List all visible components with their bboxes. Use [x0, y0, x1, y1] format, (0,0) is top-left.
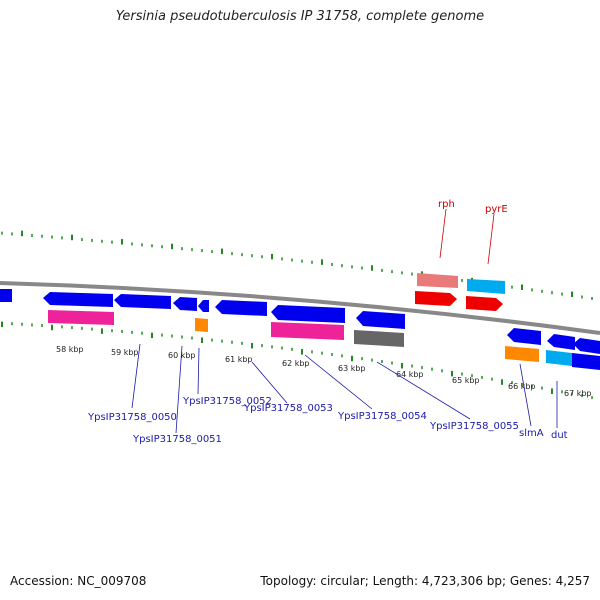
leader-lines-red [439, 208, 495, 265]
gene-label[interactable]: dut [551, 430, 568, 441]
feature-grey-0055[interactable] [354, 330, 404, 347]
gene-label[interactable]: YpsIP31758_0052 [182, 396, 272, 407]
feature-pink-0050[interactable] [48, 310, 114, 325]
feature-cds-0051[interactable] [114, 294, 171, 309]
feature-cds-0054[interactable] [271, 305, 345, 323]
scale-label: 64 kbp [396, 370, 424, 379]
gene-label[interactable]: YpsIP31758_0053 [243, 403, 333, 414]
feature-cds-slma[interactable] [507, 328, 541, 345]
feature-orange-0052[interactable] [195, 318, 208, 332]
feature-rph-cds[interactable] [415, 291, 457, 306]
feature-cds-0050[interactable] [43, 292, 113, 307]
scale-label: 67 kbp [564, 389, 592, 398]
feature-pyre-cyan[interactable] [467, 279, 505, 294]
gene-label[interactable]: slmA [519, 428, 544, 439]
feature-cds-0053[interactable] [215, 300, 267, 316]
scale-label: 62 kbp [282, 359, 310, 368]
feature-orange-slma[interactable] [505, 346, 539, 362]
feature-rph-rna[interactable] [417, 273, 458, 288]
gene-label[interactable]: pyrE [485, 204, 508, 215]
genome-summary: Topology: circular; Length: 4,723,306 bp… [260, 574, 590, 588]
gene-label[interactable]: YpsIP31758_0054 [337, 411, 427, 422]
feature-cds-edge2[interactable] [572, 353, 600, 370]
feature-cds-edge[interactable] [573, 338, 600, 354]
map-title: Yersinia pseudotuberculosis IP 31758, co… [115, 9, 485, 24]
scale-label: 61 kbp [225, 355, 253, 364]
feature-cds-0052b[interactable] [198, 300, 209, 312]
inner-tick-track [1, 321, 593, 400]
gene-labels: YpsIP31758_0050 YpsIP31758_0051 YpsIP31758… [87, 199, 568, 445]
scale-label: 66 kbp [508, 382, 536, 391]
scale-label: 59 kbp [111, 348, 139, 357]
outer-tick-track [1, 230, 593, 300]
scale-label: 58 kbp [56, 345, 84, 354]
leader-lines [131, 343, 558, 434]
accession-text: Accession: NC_009708 [10, 574, 147, 588]
feature-pyre-cds[interactable] [466, 296, 503, 311]
feature-cds-0049[interactable] [0, 289, 12, 302]
scale-label: 65 kbp [452, 376, 480, 385]
genome-backbone [0, 281, 600, 335]
gene-label[interactable]: YpsIP31758_0055 [429, 421, 519, 432]
feature-cyan-dut[interactable] [546, 350, 572, 366]
feature-pink-0054[interactable] [271, 322, 344, 340]
scale-labels: 58 kbp 59 kbp 60 kbp 61 kbp 62 kbp 63 kbp 64 k… [56, 345, 592, 398]
gene-label[interactable]: YpsIP31758_0051 [132, 434, 222, 445]
gene-label[interactable]: YpsIP31758_0050 [87, 412, 177, 423]
feature-cds-0052a[interactable] [173, 297, 197, 311]
gene-label[interactable]: rph [438, 199, 455, 210]
feature-cds-dut[interactable] [547, 334, 575, 350]
scale-label: 63 kbp [338, 364, 366, 373]
feature-cds-0055[interactable] [356, 311, 405, 329]
scale-label: 60 kbp [168, 351, 196, 360]
